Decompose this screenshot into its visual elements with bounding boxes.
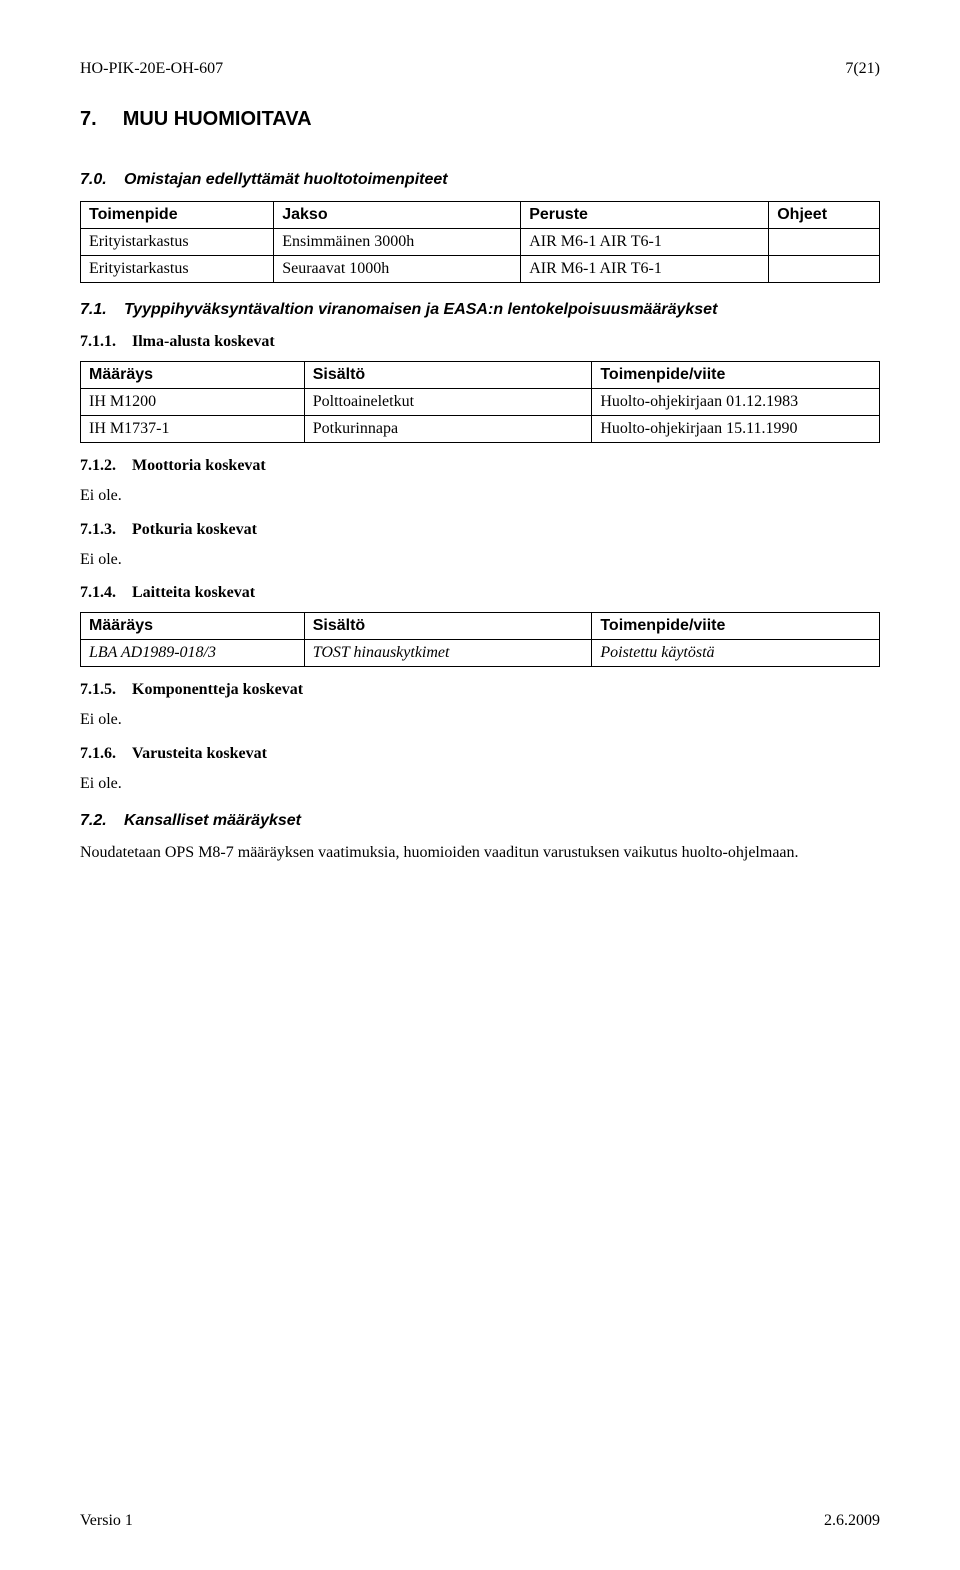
cell: LBA AD1989-018/3 <box>81 640 305 667</box>
section-7-1-heading: 7.1. Tyyppihyväksyntävaltion viranomaise… <box>80 301 880 319</box>
header: HO-PIK-20E-OH-607 7(21) <box>80 60 880 78</box>
cell: Huolto-ohjekirjaan 01.12.1983 <box>592 389 880 416</box>
table-header-row: Toimenpide Jakso Peruste Ohjeet <box>81 202 880 229</box>
section-7-1-2-heading: 7.1.2. Moottoria koskevat <box>80 457 880 475</box>
section-title: Varusteita koskevat <box>132 745 267 763</box>
body-text: Ei ole. <box>80 773 880 795</box>
cell: Potkurinnapa <box>304 416 592 443</box>
col-header: Ohjeet <box>769 202 880 229</box>
section-title: Ilma-alusta koskevat <box>132 333 275 351</box>
body-text: Ei ole. <box>80 709 880 731</box>
cell: IH M1200 <box>81 389 305 416</box>
doc-id: HO-PIK-20E-OH-607 <box>80 60 223 78</box>
footer: Versio 1 2.6.2009 <box>80 1512 880 1530</box>
date-label: 2.6.2009 <box>824 1512 880 1530</box>
section-title: Omistajan edellyttämät huoltotoimenpitee… <box>124 171 448 189</box>
cell: Ensimmäinen 3000h <box>274 229 521 256</box>
section-number: 7.1.3. <box>80 521 116 539</box>
col-header: Toimenpide/viite <box>592 362 880 389</box>
table-row: IH M1737-1 Potkurinnapa Huolto-ohjekirja… <box>81 416 880 443</box>
cell: Seuraavat 1000h <box>274 256 521 283</box>
cell: Huolto-ohjekirjaan 15.11.1990 <box>592 416 880 443</box>
cell: TOST hinauskytkimet <box>304 640 592 667</box>
section-title: Potkuria koskevat <box>132 521 257 539</box>
table-7-1-1: Määräys Sisältö Toimenpide/viite IH M120… <box>80 361 880 443</box>
section-title: Moottoria koskevat <box>132 457 266 475</box>
table-header-row: Määräys Sisältö Toimenpide/viite <box>81 613 880 640</box>
section-7-2-heading: 7.2. Kansalliset määräykset <box>80 812 880 830</box>
cell: Poistettu käytöstä <box>592 640 880 667</box>
col-header: Peruste <box>521 202 769 229</box>
section-7-1-5-heading: 7.1.5. Komponentteja koskevat <box>80 681 880 699</box>
table-row: LBA AD1989-018/3 TOST hinauskytkimet Poi… <box>81 640 880 667</box>
section-7-heading: 7. MUU HUOMIOITAVA <box>80 108 880 151</box>
section-number: 7.2. <box>80 812 108 830</box>
section-title: Laitteita koskevat <box>132 584 255 602</box>
section-number: 7.1.5. <box>80 681 116 699</box>
section-title: Kansalliset määräykset <box>124 812 301 830</box>
cell: IH M1737-1 <box>81 416 305 443</box>
section-7-1-3-heading: 7.1.3. Potkuria koskevat <box>80 521 880 539</box>
section-7-1-1-heading: 7.1.1. Ilma-alusta koskevat <box>80 333 880 351</box>
section-number: 7. <box>80 108 97 131</box>
section-number: 7.1.6. <box>80 745 116 763</box>
section-number: 7.1.1. <box>80 333 116 351</box>
cell: AIR M6-1 AIR T6-1 <box>521 229 769 256</box>
col-header: Toimenpide/viite <box>592 613 880 640</box>
col-header: Määräys <box>81 613 305 640</box>
section-7-1-4-heading: 7.1.4. Laitteita koskevat <box>80 584 880 602</box>
table-row: IH M1200 Polttoaineletkut Huolto-ohjekir… <box>81 389 880 416</box>
body-text: Ei ole. <box>80 485 880 507</box>
section-title: Komponentteja koskevat <box>132 681 303 699</box>
section-number: 7.0. <box>80 171 108 189</box>
table-row: Erityistarkastus Ensimmäinen 3000h AIR M… <box>81 229 880 256</box>
col-header: Toimenpide <box>81 202 274 229</box>
cell: Erityistarkastus <box>81 256 274 283</box>
col-header: Sisältö <box>304 362 592 389</box>
section-7-0-heading: 7.0. Omistajan edellyttämät huoltotoimen… <box>80 171 880 189</box>
cell: AIR M6-1 AIR T6-1 <box>521 256 769 283</box>
section-title: Tyyppihyväksyntävaltion viranomaisen ja … <box>124 301 717 319</box>
cell <box>769 256 880 283</box>
section-number: 7.1. <box>80 301 108 319</box>
col-header: Sisältö <box>304 613 592 640</box>
table-7-1-4: Määräys Sisältö Toimenpide/viite LBA AD1… <box>80 612 880 667</box>
table-7-0: Toimenpide Jakso Peruste Ohjeet Erityist… <box>80 201 880 283</box>
section-title: MUU HUOMIOITAVA <box>123 108 312 131</box>
cell <box>769 229 880 256</box>
table-row: Erityistarkastus Seuraavat 1000h AIR M6-… <box>81 256 880 283</box>
page-number: 7(21) <box>845 60 880 78</box>
body-text: Noudatetaan OPS M8-7 määräyksen vaatimuk… <box>80 842 880 864</box>
section-number: 7.1.2. <box>80 457 116 475</box>
col-header: Jakso <box>274 202 521 229</box>
section-number: 7.1.4. <box>80 584 116 602</box>
section-7-1-6-heading: 7.1.6. Varusteita koskevat <box>80 745 880 763</box>
body-text: Ei ole. <box>80 549 880 571</box>
version-label: Versio 1 <box>80 1512 133 1530</box>
col-header: Määräys <box>81 362 305 389</box>
cell: Erityistarkastus <box>81 229 274 256</box>
cell: Polttoaineletkut <box>304 389 592 416</box>
table-header-row: Määräys Sisältö Toimenpide/viite <box>81 362 880 389</box>
